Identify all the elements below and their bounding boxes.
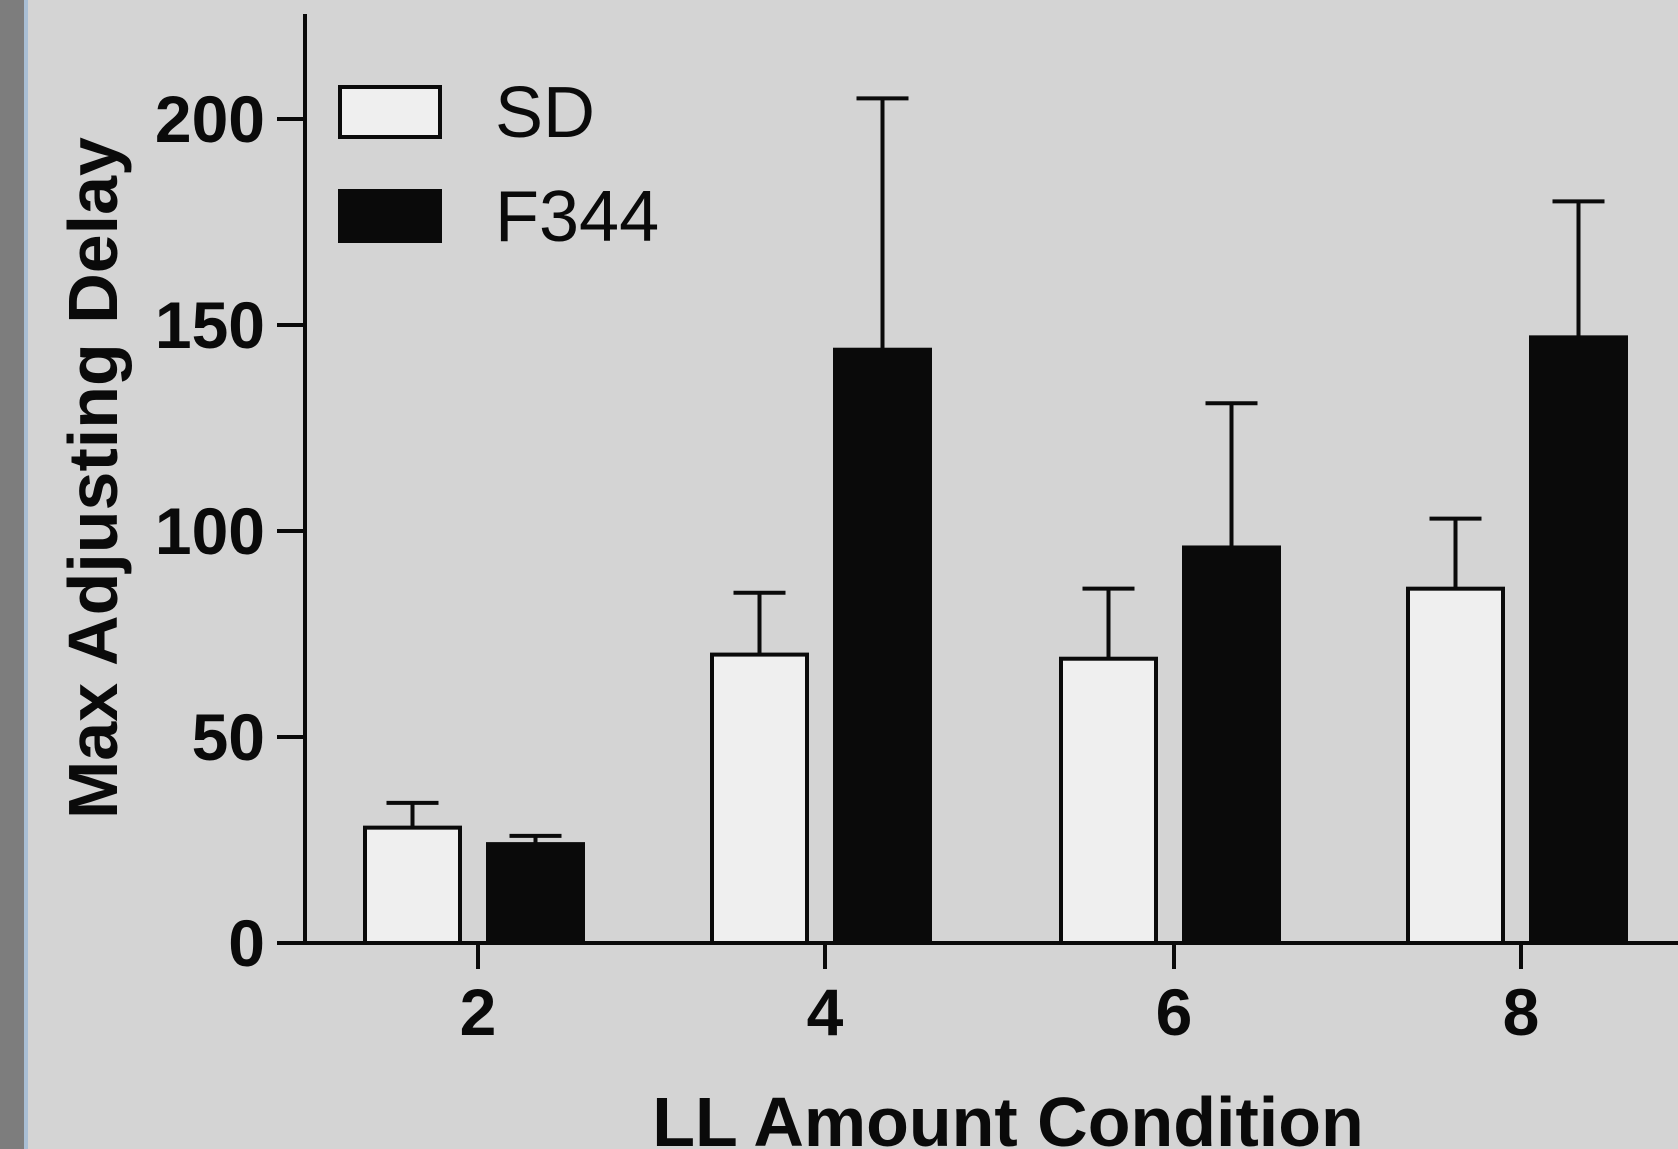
- x-tick-label: 8: [1503, 975, 1540, 1049]
- x-tick-label: 4: [807, 975, 844, 1049]
- legend-label-sd: SD: [495, 73, 595, 153]
- bar-f344: [1182, 545, 1281, 945]
- y-tick-label: 200: [155, 82, 265, 156]
- bars: [363, 96, 1628, 946]
- bar-sd: [1059, 656, 1158, 945]
- axes: 0 50 100 150 200 2 4 6 8: [155, 14, 1678, 1049]
- window-left-edge: [0, 0, 24, 1149]
- y-tick-label: 50: [192, 700, 265, 774]
- x-tick-label: 2: [460, 975, 497, 1049]
- window-left-edge-highlight: [24, 0, 28, 1149]
- bar-f344: [1529, 335, 1628, 945]
- legend-swatch-sd: [338, 85, 442, 139]
- bar-f344: [833, 347, 932, 946]
- y-ticks: 0 50 100 150 200: [155, 82, 305, 980]
- y-tick-label: 100: [155, 494, 265, 568]
- legend: SD F344: [338, 73, 659, 257]
- bar-sd: [710, 652, 809, 945]
- x-tick-label: 6: [1156, 975, 1193, 1049]
- y-axis-title: Max Adjusting Delay: [54, 137, 132, 819]
- x-ticks: 2 4 6 8: [460, 943, 1540, 1049]
- bar-f344: [486, 842, 585, 945]
- bar-sd: [1406, 586, 1505, 945]
- x-axis-title: LL Amount Condition: [652, 1083, 1363, 1149]
- y-tick-label: 0: [228, 906, 265, 980]
- legend-label-f344: F344: [495, 177, 659, 257]
- y-tick-label: 150: [155, 288, 265, 362]
- bar-sd: [363, 825, 462, 946]
- legend-swatch-f344: [338, 189, 442, 243]
